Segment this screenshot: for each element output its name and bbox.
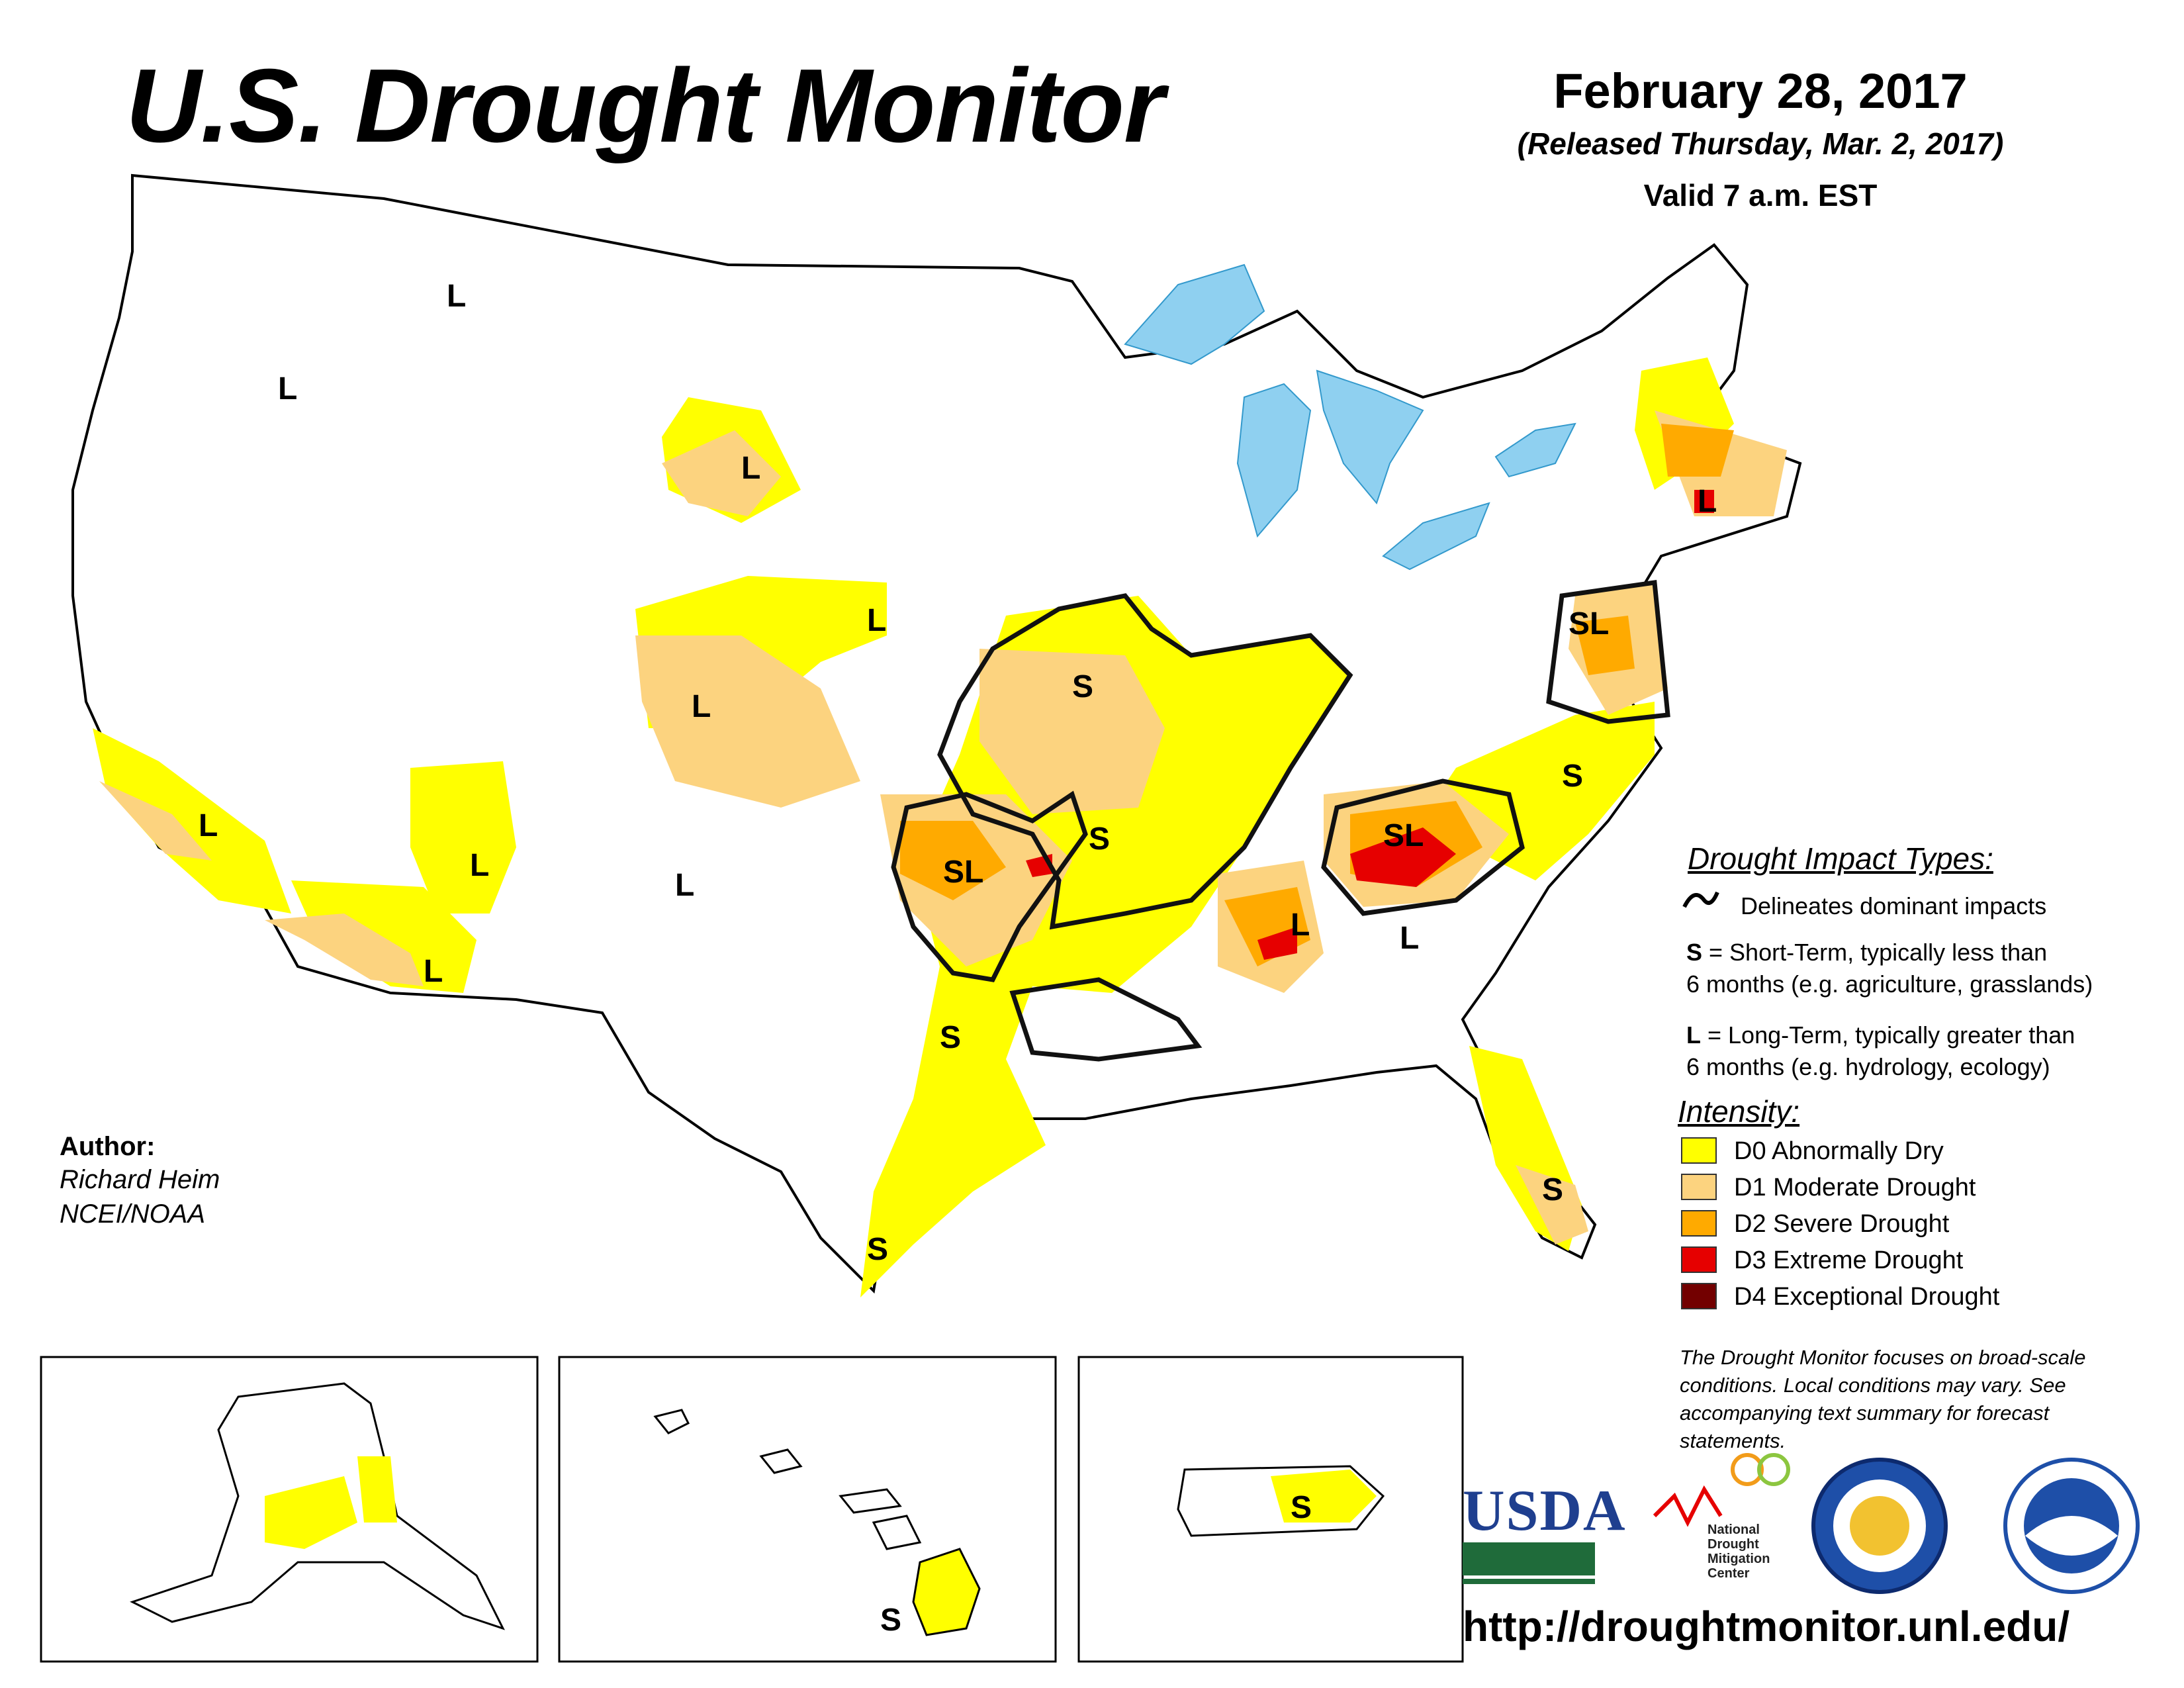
delineates-label: Delineates dominant impacts [1741, 892, 2047, 919]
map-title: U.S. Drought Monitor [126, 48, 1164, 164]
impact-boundaries [891, 580, 1670, 1062]
ndmc-logo-text: National Drought Mitigation Center [1707, 1523, 1770, 1581]
map-label: S [1089, 821, 1111, 857]
ndmc-line: Drought [1707, 1537, 1759, 1552]
swatch-d4 [1681, 1283, 1717, 1309]
intensity-heading: Intensity: [1678, 1094, 1800, 1129]
d3-areas [1026, 490, 1714, 960]
map-label: L [424, 954, 443, 989]
author-org: NCEI/NOAA [60, 1199, 206, 1229]
map-date: February 28, 2017 [1553, 64, 1968, 118]
ndmc-line: Center [1707, 1566, 1750, 1581]
map-label: S [880, 1603, 902, 1638]
swatch-d2 [1681, 1210, 1717, 1237]
swatch-d0 [1681, 1137, 1717, 1164]
map-label: L [741, 451, 761, 486]
long-term-key: L [1686, 1021, 1701, 1049]
legend-label-d0: D0 Abnormally Dry [1734, 1137, 1944, 1165]
map-label: L [1400, 921, 1420, 956]
impact-types-heading: Drought Impact Types: [1688, 841, 1993, 876]
hawaii-inset [558, 1356, 1057, 1663]
ndmc-logo [1653, 1453, 1790, 1527]
short-term-line2: 6 months (e.g. agriculture, grasslands) [1686, 970, 2093, 998]
disclaimer-text: The Drought Monitor focuses on broad-sca… [1680, 1346, 2086, 1452]
d1-areas [99, 410, 1787, 1244]
commerce-seal [1811, 1458, 1948, 1594]
puerto-rico-inset [1077, 1356, 1464, 1663]
map-label: SL [1383, 818, 1424, 853]
valid-time: Valid 7 a.m. EST [1643, 178, 1878, 212]
map-label: L [447, 279, 467, 314]
short-term-desc: S = Short-Term, typically less than [1686, 937, 2047, 968]
short-term-line1: = Short-Term, typically less than [1702, 939, 2048, 966]
map-label: L [278, 371, 298, 406]
map-label: S [940, 1020, 962, 1055]
map-label: L [199, 808, 218, 843]
legend-label-d3: D3 Extreme Drought [1734, 1246, 1964, 1274]
legend-label-d1: D1 Moderate Drought [1734, 1174, 1976, 1201]
alaska-inset [40, 1356, 539, 1663]
map-label: L [692, 689, 711, 724]
author-heading: Author: [60, 1132, 156, 1161]
map-label: L [470, 848, 490, 883]
noaa-logo [2003, 1458, 2140, 1594]
long-term-desc: L = Long-Term, typically greater than [1686, 1019, 2075, 1051]
legend-label-d2: D2 Severe Drought [1734, 1210, 1950, 1238]
map-label: S [867, 1232, 889, 1267]
website-url[interactable]: http://droughtmonitor.unl.edu/ [1463, 1603, 2070, 1650]
ndmc-line: National [1707, 1523, 1760, 1537]
map-label: S [1562, 759, 1584, 794]
short-term-key: S [1686, 939, 1703, 966]
great-lakes [1124, 263, 1576, 571]
map-label: SL [1569, 606, 1610, 641]
map-label: L [675, 868, 695, 903]
map-label: S [1542, 1172, 1564, 1207]
long-term-line1: = Long-Term, typically greater than [1701, 1021, 2075, 1049]
usda-logo [1463, 1542, 1595, 1584]
legend-label-d4: D4 Exceptional Drought [1734, 1283, 2000, 1311]
author-name: Richard Heim [60, 1165, 220, 1194]
usda-logo-text: USDA [1463, 1479, 1627, 1543]
map-label: L [1291, 908, 1310, 943]
swatch-d3 [1681, 1246, 1717, 1273]
release-date: (Released Thursday, Mar. 2, 2017) [1517, 126, 2004, 161]
boundary-line-icon [1682, 891, 1719, 908]
map-label: L [867, 603, 887, 638]
long-term-line2: 6 months (e.g. hydrology, ecology) [1686, 1053, 2050, 1080]
map-label: S [1291, 1490, 1312, 1525]
map-label: S [1072, 669, 1094, 704]
ndmc-line: Mitigation [1707, 1552, 1770, 1566]
swatch-d1 [1681, 1174, 1717, 1200]
map-label: L [1698, 484, 1717, 519]
map-label: SL [943, 855, 984, 890]
